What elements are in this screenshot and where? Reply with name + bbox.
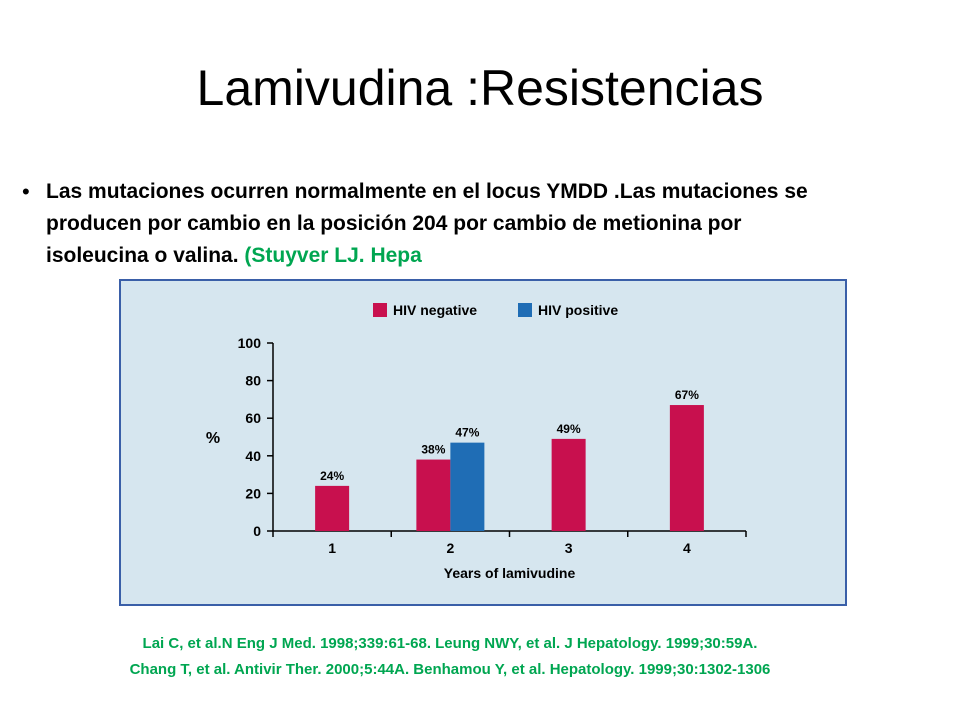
bullet-reference: (Stuyver LJ. Hepa xyxy=(244,244,422,267)
data-label: 24% xyxy=(320,469,344,483)
reference-line-1: Lai C, et al.N Eng J Med. 1998;339:61-68… xyxy=(142,635,758,652)
data-label: 47% xyxy=(455,426,479,440)
x-axis-label: Years of lamivudine xyxy=(444,565,576,581)
legend-swatch xyxy=(373,303,387,317)
bar-hiv-negative xyxy=(669,405,704,531)
bullet-item: • Las mutaciones ocurren normalmente en … xyxy=(22,176,822,272)
x-tick-label: 2 xyxy=(446,540,454,556)
chart-panel: 0 20 40 60 80 100% 1 2 3 4 Years of lamivudine 24% 3… xyxy=(119,279,847,606)
bar-hiv-negative xyxy=(315,485,350,531)
reference-line-2: Chang T, et al. Antivir Ther. 2000;5:44A… xyxy=(129,661,771,678)
x-tick-label: 4 xyxy=(683,540,691,556)
data-label: 67% xyxy=(675,388,699,402)
bar-chart: 0 20 40 60 80 100% 1 2 3 4 Years of lamivudine 24% 3… xyxy=(206,302,747,581)
data-label: 38% xyxy=(421,443,445,457)
legend-label: HIV negative xyxy=(393,302,477,318)
y-tick-label: 60 xyxy=(245,410,261,426)
bullet-dot-icon: • xyxy=(22,179,30,204)
x-tick-label: 3 xyxy=(565,540,573,556)
references: Lai C, et al.N Eng J Med. 1998;339:61-68… xyxy=(0,631,900,683)
y-tick-label: 100 xyxy=(238,335,262,351)
y-tick-label: 80 xyxy=(245,373,261,389)
legend-swatch xyxy=(518,303,532,317)
bullet-text: Las mutaciones ocurren normalmente en el… xyxy=(46,176,822,272)
y-tick-label: 0 xyxy=(253,523,261,539)
bar-hiv-negative xyxy=(416,459,451,531)
bar-hiv-positive xyxy=(450,442,485,531)
slide-title: Lamivudina :Resistencias xyxy=(196,60,764,116)
bullet-body: Las mutaciones ocurren normalmente en el… xyxy=(46,180,808,267)
x-tick-label: 1 xyxy=(328,540,336,556)
bar-hiv-negative xyxy=(551,438,586,531)
y-tick-label: 20 xyxy=(245,485,261,501)
legend-label: HIV positive xyxy=(538,302,618,318)
y-tick-label: 40 xyxy=(245,448,261,464)
data-label: 49% xyxy=(557,422,581,436)
y-axis-label: % xyxy=(206,430,220,447)
